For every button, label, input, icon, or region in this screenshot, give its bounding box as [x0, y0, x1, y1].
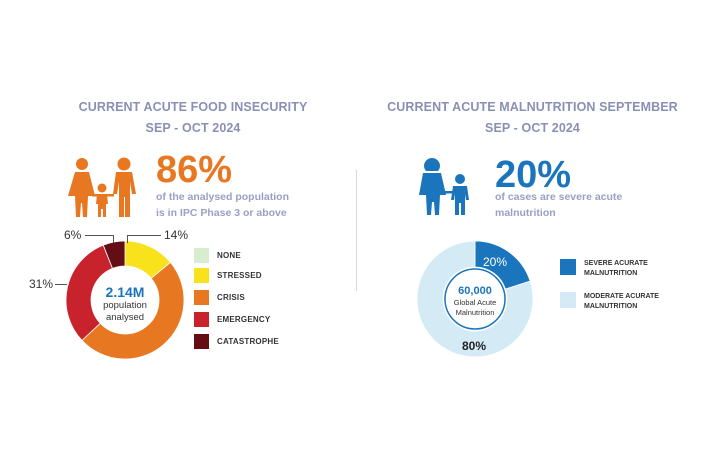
- population-value: 2.14M: [105, 284, 145, 300]
- malnutrition-caption-line1: of cases are severe acute: [495, 191, 623, 203]
- stressed-leader-drop: [127, 235, 128, 243]
- malnutrition-big-stat: 20%: [495, 154, 572, 196]
- legend-item-crisis: CRISIS: [194, 290, 245, 305]
- gam-label-line1: Global Acute: [453, 298, 497, 307]
- legend-item-emergency: EMERGENCY: [194, 312, 270, 327]
- malnutrition-title: CURRENT ACUTE MALNUTRITION SEPTEMBER SEP…: [380, 97, 685, 139]
- population-label-line1: population: [103, 300, 147, 311]
- food-insecurity-big-stat: 86%: [156, 149, 233, 191]
- food-insecurity-caption-line1: of the analysed population: [156, 191, 290, 203]
- gam-label-line2: Malnutrition: [455, 308, 495, 317]
- malnutrition-slice-moderate: [416, 240, 534, 358]
- moderate-pct-label: 80%: [462, 339, 487, 353]
- legend-item-catastrophe: CATASTROPHE: [194, 334, 279, 349]
- legend-label-severe: SEVERE ACURATE MALNUTRITION: [584, 260, 648, 277]
- food-insecurity-center-text: 2.14M population analysed: [90, 284, 160, 324]
- legend-swatch-catastrophe: [194, 334, 209, 349]
- legend-label-catastrophe: CATASTROPHE: [217, 337, 279, 346]
- food-insecurity-title: CURRENT ACUTE FOOD INSECURITY SEP - OCT …: [58, 97, 328, 139]
- catastrophe-leader-drop: [113, 235, 114, 243]
- legend-swatch-severe: [560, 259, 576, 275]
- food-insecurity-title-line1: CURRENT ACUTE FOOD INSECURITY: [78, 100, 308, 114]
- legend-item-severe: SEVERE ACURATE MALNUTRITION: [560, 259, 684, 279]
- malnutrition-center-text: 60,000 Global Acute Malnutrition: [440, 285, 510, 318]
- legend-label-emergency: EMERGENCY: [217, 315, 271, 324]
- stressed-pct-label: 14%: [164, 228, 189, 242]
- malnutrition-donut: [416, 240, 534, 358]
- legend-item-moderate: MODERATE ACURATE MALNUTRITION: [560, 292, 684, 312]
- food-slice-catastrophe: [102, 240, 126, 269]
- legend-label-moderate: MODERATE ACURATE MALNUTRITION: [584, 293, 659, 310]
- malnutrition-title-line2: SEP - OCT 2024: [485, 121, 580, 135]
- food-insecurity-title-line2: SEP - OCT 2024: [145, 121, 241, 135]
- food-slice-crisis: [81, 261, 185, 360]
- legend-label-crisis: CRISIS: [217, 293, 245, 302]
- family-icon: [68, 157, 136, 217]
- legend-swatch-emergency: [194, 312, 209, 327]
- catastrophe-leader-line: [85, 235, 114, 236]
- legend-item-none: NONE: [194, 248, 241, 263]
- malnutrition-title-line1: CURRENT ACUTE MALNUTRITION SEPTEMBER: [387, 100, 678, 114]
- food-insecurity-donut: [65, 240, 185, 360]
- legend-swatch-none: [194, 248, 209, 263]
- population-label-line2: analysed: [105, 312, 145, 323]
- food-insecurity-caption: of the analysed population is in IPC Pha…: [156, 190, 289, 221]
- legend-item-stressed: STRESSED: [194, 268, 262, 283]
- food-insecurity-caption-line2: is in IPC Phase 3 or above: [156, 206, 287, 219]
- malnutrition-inner-ring: [444, 268, 506, 330]
- stressed-leader-line: [127, 235, 161, 236]
- legend-swatch-moderate: [560, 292, 576, 308]
- malnutrition-caption-line2: malnutrition: [495, 206, 556, 219]
- legend-label-none: NONE: [217, 251, 241, 260]
- malnutrition-caption: of cases are severe acute malnutrition: [495, 190, 622, 221]
- legend-swatch-stressed: [194, 268, 209, 283]
- gam-value: 60,000: [458, 285, 492, 297]
- mother-child-icon: [419, 158, 469, 215]
- catastrophe-pct-label: 6%: [64, 228, 82, 242]
- legend-label-stressed: STRESSED: [217, 271, 262, 280]
- emergency-leader-line: [55, 284, 67, 285]
- legend-swatch-crisis: [194, 290, 209, 305]
- panel-divider: [356, 170, 357, 291]
- emergency-pct-label: 31%: [29, 277, 54, 291]
- severe-pct-label: 20%: [483, 255, 508, 269]
